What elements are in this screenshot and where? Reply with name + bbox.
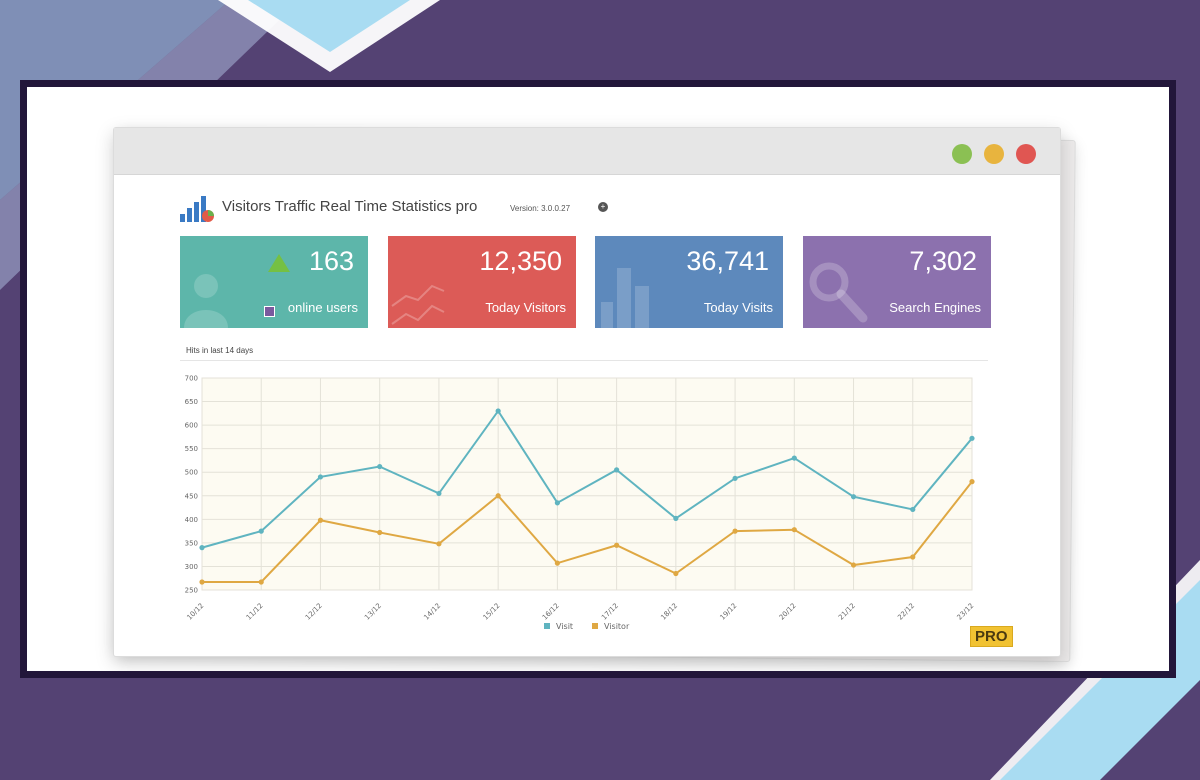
hits-line-chart: 250 300 350 400 450 500 550 600 650 700 10/12 11/12… [185,375,976,632]
stat-value: 163 [308,246,354,276]
x-tick-label: 22/12 [896,602,916,622]
data-point-visitor [377,529,383,536]
x-tick-label: 11/12 [245,602,265,622]
data-point-visit [258,528,264,534]
x-tick-label: 16/12 [541,602,561,622]
magnifier-icon [809,262,868,323]
data-point-visitor [732,528,738,534]
bar-chart-icon [601,268,649,328]
data-point-visitor [554,560,560,566]
legend-label-visit: Visit [556,622,573,631]
data-point-visit [495,408,501,414]
user-group-icon [264,306,275,317]
x-tick-label: 18/12 [659,602,679,622]
y-tick-label: 400 [185,516,198,524]
data-point-visitor [910,554,916,560]
y-tick-label: 650 [185,398,198,406]
stat-card-today-visitors[interactable]: 12,350 Today Visitors [388,236,576,328]
data-point-visit [910,506,916,513]
version-label: Version: 3.0.0.27 [510,204,571,213]
y-tick-label: 350 [185,539,198,547]
close-button[interactable] [1016,144,1036,164]
data-point-visit [673,515,679,521]
data-point-visit [791,455,797,461]
series-line-visitor [202,481,973,583]
data-point-visitor [258,579,264,585]
stat-value: 36,741 [686,246,769,276]
x-tick-label: 20/12 [778,602,798,622]
series-line-visit [201,409,973,549]
data-point-visit [732,475,738,481]
x-tick-label: 10/12 [185,602,205,622]
data-point-visitor [791,527,797,533]
pro-badge: PRO [970,626,1013,647]
section-divider [180,360,988,361]
trend-line-icon [391,284,445,325]
legend-swatch-visitor [592,623,598,629]
chart-section-title: Hits in last 14 days [186,346,254,355]
app-window: Visitors Traffic Real Time Statistics pr… [113,127,1061,657]
data-point-visit [436,490,442,497]
data-point-visit [199,545,205,551]
y-tick-label: 500 [185,469,198,477]
y-tick-label: 250 [185,587,198,595]
stat-value: 7,302 [909,246,977,276]
stat-card-online-users[interactable]: 163 online users [180,236,368,328]
y-tick-label: 550 [185,445,198,453]
y-tick-label: 700 [185,375,198,383]
x-tick-label: 21/12 [837,602,857,622]
screenshot-frame: Visitors Traffic Real Time Statistics pr… [20,80,1176,678]
info-icon[interactable]: + [598,202,608,212]
arrow-up-icon [268,254,290,272]
stat-label: Today Visits [703,300,773,315]
stat-card-today-visits[interactable]: 36,741 Today Visits [595,236,783,328]
data-point-visit [969,435,975,441]
data-point-visitor [673,570,679,577]
x-tick-label: 14/12 [422,602,442,622]
app-logo-icon [180,196,214,222]
data-point-visit [377,463,383,470]
x-tick-label: 13/12 [363,602,383,622]
maximize-button[interactable] [984,144,1004,164]
data-point-visit [850,494,857,500]
minimize-button[interactable] [952,144,972,164]
app-title: Visitors Traffic Real Time Statistics pr… [222,198,478,215]
data-point-visit [614,467,620,473]
data-point-visit [554,500,560,506]
x-tick-label: 12/12 [304,602,324,622]
x-tick-label: 17/12 [600,602,620,622]
x-tick-label: 23/12 [955,602,975,622]
data-point-visitor [969,479,975,485]
data-point-visitor [317,517,324,523]
y-tick-label: 450 [185,492,198,500]
data-point-visitor [850,562,857,568]
stat-label: Today Visitors [485,300,566,315]
stat-label: online users [287,300,358,315]
user-icon [184,274,228,328]
legend-label-visitor: Visitor [604,622,630,631]
plot-area [201,377,973,591]
data-point-visitor [199,579,205,585]
y-tick-label: 600 [185,422,198,430]
window-titlebar [114,128,1060,175]
frame-inner: Visitors Traffic Real Time Statistics pr… [27,87,1169,671]
x-tick-label: 19/12 [719,602,739,622]
data-point-visitor [495,493,501,499]
data-point-visit [317,474,324,480]
legend-swatch-visit [544,623,550,629]
x-tick-label: 15/12 [482,602,502,622]
y-tick-label: 300 [185,563,198,571]
data-point-visitor [614,542,620,548]
data-point-visitor [436,541,442,547]
stat-value: 12,350 [479,246,562,276]
stat-label: Search Engines [889,300,981,315]
stat-card-search-engines[interactable]: 7,302 Search Engines [803,236,991,328]
